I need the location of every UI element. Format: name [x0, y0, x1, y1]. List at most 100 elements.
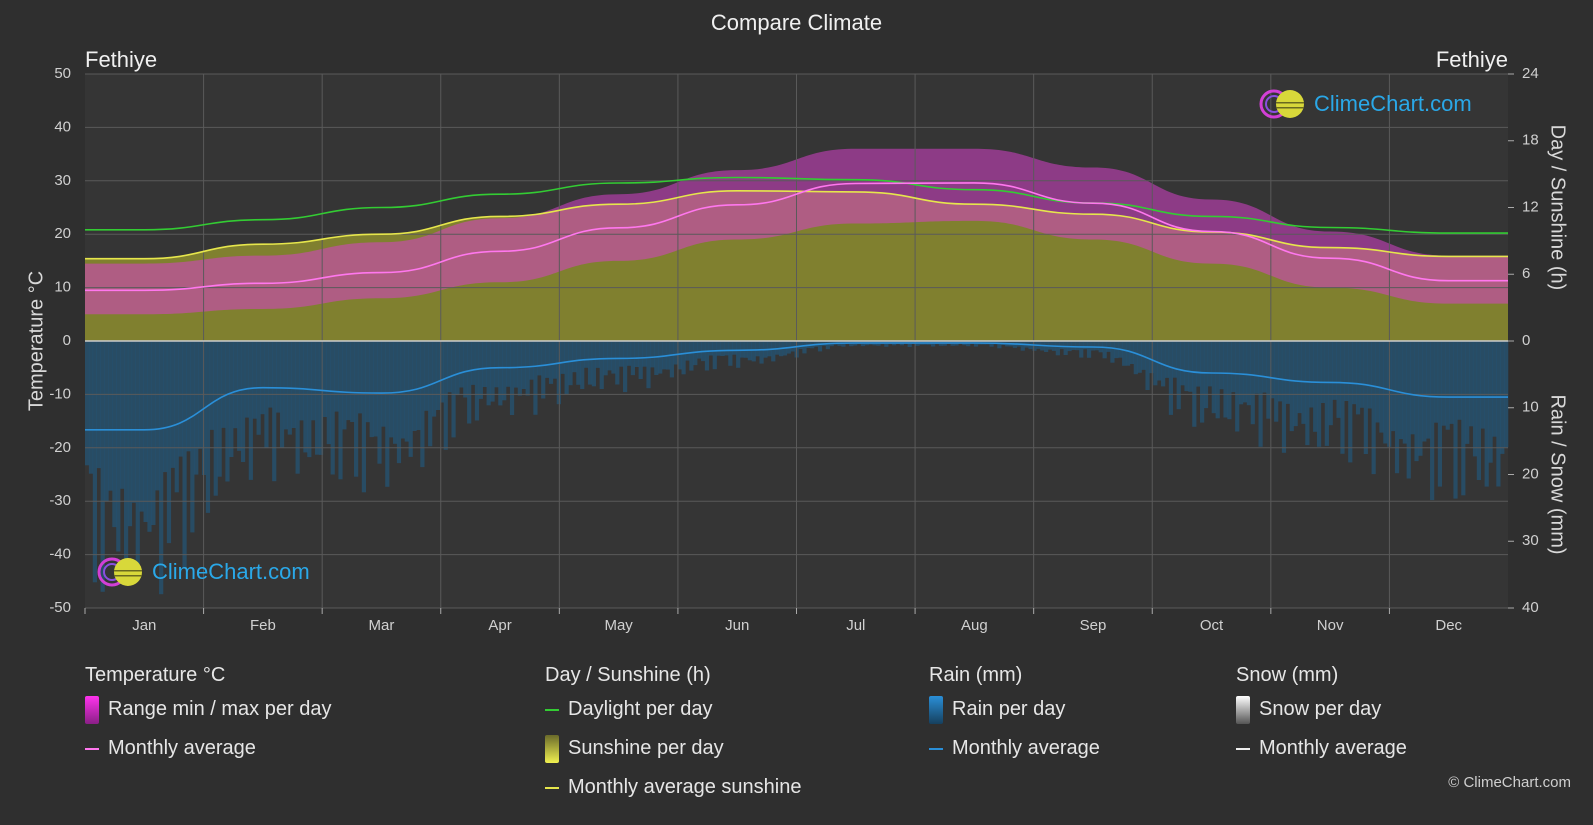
- rain-bar: [568, 341, 573, 386]
- rain-bar: [1406, 341, 1411, 479]
- legend-item-rain: Rain per day: [929, 696, 1100, 737]
- rain-bar: [552, 341, 558, 379]
- rain-bar: [443, 341, 448, 450]
- swatch-temp-range: [85, 696, 99, 724]
- rain-bar: [159, 341, 164, 595]
- rain-bar: [1363, 341, 1368, 454]
- rain-bar: [755, 341, 760, 357]
- rain-bar: [470, 341, 476, 385]
- y-right-bottom-axis-label: Rain / Snow (mm): [1547, 394, 1569, 554]
- rain-bar: [92, 341, 97, 583]
- y-right-bottom-tick-label: 30: [1522, 532, 1539, 549]
- rain-bar: [716, 341, 721, 356]
- x-tick-label: Aug: [961, 617, 988, 634]
- rain-bar: [720, 341, 725, 356]
- legend-snow: Snow (mm) Snow per day Monthly average: [1236, 664, 1407, 776]
- y-left-tick-label: -40: [49, 546, 71, 563]
- rain-per-day-bars: [85, 341, 1509, 595]
- rain-bar: [724, 341, 729, 356]
- rain-bar: [474, 341, 480, 421]
- rain-bar: [1032, 341, 1037, 351]
- rain-bar: [1141, 341, 1146, 370]
- rain-bar: [1472, 341, 1478, 457]
- rain-bar: [1188, 341, 1193, 392]
- rain-bar: [1149, 341, 1154, 374]
- rain-bar: [1355, 341, 1361, 415]
- rain-bar: [1375, 341, 1380, 423]
- logo-text: ClimeChart.com: [152, 559, 310, 584]
- rain-bar: [533, 341, 538, 415]
- rain-bar: [139, 341, 144, 512]
- rain-bar: [194, 341, 199, 475]
- rain-bar: [751, 341, 756, 362]
- x-tick-label: May: [604, 617, 633, 634]
- rain-bar: [373, 341, 378, 437]
- rain-bar: [1449, 341, 1454, 424]
- rain-bar: [1352, 341, 1357, 405]
- rain-bar: [1445, 341, 1450, 430]
- rain-bar: [416, 341, 421, 430]
- legend-item-daylight: Daylight per day: [545, 698, 801, 737]
- rain-bar: [1274, 341, 1279, 422]
- temperature-avg-line: [84, 182, 1508, 292]
- rain-bar: [1371, 341, 1376, 475]
- rain-bar: [790, 341, 795, 352]
- rain-bar: [299, 341, 304, 421]
- legend-heading-rain: Rain (mm): [929, 664, 1023, 686]
- y-left-tick-label: -50: [49, 599, 71, 616]
- rain-bar: [135, 341, 140, 574]
- y-left-tick-label: -10: [49, 385, 71, 402]
- rain-bar: [802, 341, 807, 354]
- legend-item-rain-avg: Monthly average: [929, 737, 1100, 776]
- rain-avg-line: [85, 342, 1508, 431]
- rain-bar: [455, 341, 460, 396]
- y-left-axis-label: Temperature °C: [25, 271, 47, 411]
- legend-heading-snow: Snow (mm): [1236, 664, 1339, 686]
- rain-bar: [1410, 341, 1415, 435]
- rain-bar: [268, 341, 273, 408]
- rain-bar: [482, 341, 487, 387]
- rain-bar: [385, 341, 390, 487]
- rain-bar: [1422, 341, 1427, 442]
- y-left-tick-label: 0: [63, 332, 71, 349]
- rain-bar: [166, 341, 172, 544]
- rain-bar: [120, 341, 125, 489]
- rain-bar: [521, 341, 526, 389]
- rain-bar: [1122, 341, 1127, 366]
- rain-bar: [342, 341, 347, 430]
- logo-bottom[interactable]: ClimeChart.com: [96, 556, 310, 588]
- rain-bar: [1172, 341, 1177, 378]
- rain-bar: [689, 341, 694, 371]
- y-right-top-tick-label: 12: [1522, 198, 1539, 215]
- y-left-tick-label: -30: [49, 492, 71, 509]
- rain-bar: [170, 341, 175, 468]
- rain-bar: [1242, 341, 1248, 403]
- rain-bar: [209, 341, 214, 430]
- rain-bar: [1426, 341, 1431, 439]
- rain-bar: [513, 341, 519, 388]
- rain-bar: [486, 341, 491, 406]
- rain-bar: [1235, 341, 1240, 432]
- rain-bar: [162, 341, 168, 473]
- swatch-snow-avg: [1236, 748, 1250, 750]
- x-tick-label: Sep: [1080, 617, 1107, 634]
- rain-bar: [626, 341, 632, 366]
- rain-bar: [1196, 341, 1201, 387]
- rain-bar: [244, 341, 250, 418]
- logo-top[interactable]: ClimeChart.com: [1258, 88, 1472, 120]
- rain-bar: [1207, 341, 1213, 387]
- rain-bar: [1071, 341, 1076, 350]
- rain-bar: [619, 341, 624, 367]
- x-tick-label: Nov: [1317, 617, 1344, 634]
- x-tick-label: Jan: [132, 617, 156, 634]
- rain-bar: [116, 341, 121, 552]
- rain-bar: [1192, 341, 1197, 427]
- rain-bar: [225, 341, 230, 482]
- rain-bar: [884, 341, 889, 347]
- y-left-tick-label: 50: [54, 65, 71, 82]
- legend-label: Monthly average sunshine: [568, 776, 802, 798]
- rain-bar: [459, 341, 464, 388]
- rain-bar: [334, 341, 339, 412]
- x-tick-label: Dec: [1435, 617, 1462, 634]
- rain-bar: [529, 341, 534, 380]
